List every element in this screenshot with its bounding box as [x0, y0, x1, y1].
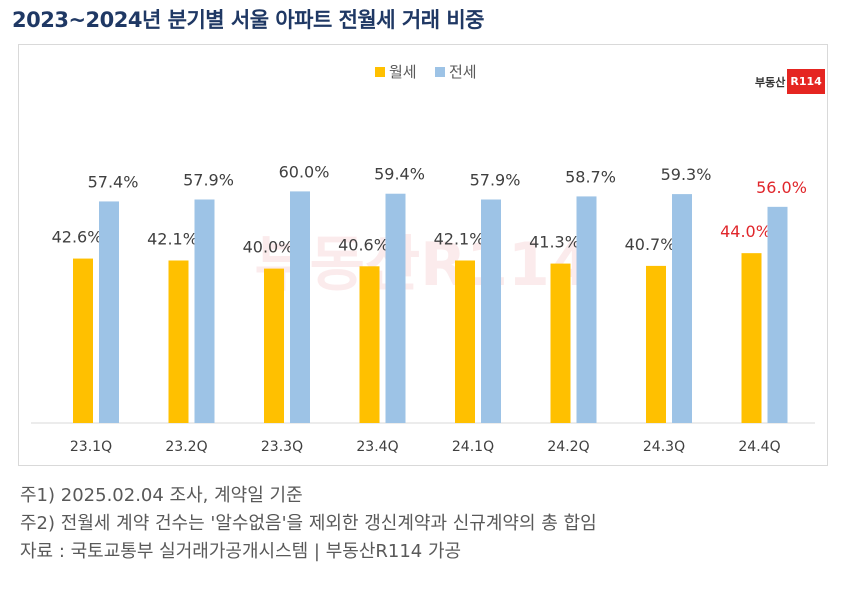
chart-plot: 부동산R114 월세 전세 42.6% 57.4% 23.1Q 42.1% 57.9% 23.2…: [31, 63, 815, 455]
data-label-jeonse-24.1Q: 57.9%: [470, 171, 521, 190]
bar-monthly-23.4Q: [359, 266, 380, 423]
watermark-text: 부동산R114: [254, 230, 591, 300]
legend-label-monthly: 월세: [389, 63, 417, 81]
chart-title: 2023~2024년 분기별 서울 아파트 전월세 거래 비중: [12, 8, 484, 32]
footnote-2: 주2) 전월세 계약 건수는 '알수없음'을 제외한 갱신계약과 신규계약의 총…: [20, 513, 597, 534]
bar-jeonse-23.4Q: [385, 193, 406, 423]
bar-monthly-24.4Q: [741, 253, 762, 423]
x-tick-label-23.3Q: 23.3Q: [261, 439, 303, 455]
data-label-monthly-24.3Q: 40.7%: [625, 235, 676, 254]
bar-jeonse-24.3Q: [672, 194, 692, 423]
data-label-jeonse-23.1Q: 57.4%: [88, 172, 139, 191]
footnote-1: 주1) 2025.02.04 조사, 계약일 기준: [20, 485, 303, 506]
x-tick-label-24.1Q: 24.1Q: [452, 439, 494, 455]
x-tick-label-23.2Q: 23.2Q: [165, 439, 207, 455]
bar-monthly-24.2Q: [550, 263, 571, 423]
legend-label-jeonse: 전세: [449, 63, 477, 81]
bar-jeonse-24.1Q: [481, 199, 501, 423]
brand-logo-text: 부동산: [755, 75, 786, 89]
x-tick-label-24.3Q: 24.3Q: [643, 439, 685, 455]
bar-monthly-23.2Q: [168, 260, 189, 423]
brand-logo-badge: R114: [787, 69, 825, 94]
x-tick-label-23.4Q: 23.4Q: [356, 439, 398, 455]
data-label-monthly-23.1Q: 42.6%: [52, 228, 103, 247]
data-label-jeonse-23.4Q: 59.4%: [374, 165, 425, 184]
footnotes: 주1) 2025.02.04 조사, 계약일 기준 주2) 전월세 계약 건수는…: [20, 482, 597, 566]
chart-panel: 부동산R114 월세 전세 42.6% 57.4% 23.1Q 42.1% 57.9% 23.2…: [18, 44, 828, 466]
data-label-monthly-23.2Q: 42.1%: [147, 229, 198, 248]
data-label-jeonse-24.3Q: 59.3%: [661, 165, 712, 184]
bar-jeonse-23.3Q: [290, 191, 310, 423]
brand-logo: 부동산 R114: [755, 69, 825, 94]
bar-jeonse-23.2Q: [194, 199, 215, 423]
bar-jeonse-24.4Q: [767, 206, 788, 423]
footnote-source: 자료 : 국토교통부 실거래가공개시스템 | 부동산R114 가공: [20, 541, 462, 562]
bar-monthly-23.1Q: [73, 258, 93, 423]
data-label-monthly-23.3Q: 40.0%: [243, 238, 294, 257]
bar-jeonse-24.2Q: [576, 196, 597, 423]
data-label-monthly-24.2Q: 41.3%: [529, 233, 580, 252]
data-label-jeonse-23.2Q: 57.9%: [183, 171, 234, 190]
bar-monthly-24.3Q: [646, 265, 666, 423]
data-label-monthly-24.1Q: 42.1%: [434, 229, 485, 248]
x-tick-label-24.4Q: 24.4Q: [738, 439, 780, 455]
data-label-jeonse-24.2Q: 58.7%: [565, 167, 616, 186]
bar-jeonse-23.1Q: [99, 201, 119, 423]
x-tick-label-24.2Q: 24.2Q: [547, 439, 589, 455]
legend-swatch-monthly: [375, 67, 385, 77]
bar-monthly-23.3Q: [264, 268, 284, 423]
bar-monthly-24.1Q: [455, 260, 475, 423]
x-tick-label-23.1Q: 23.1Q: [70, 439, 112, 455]
data-label-monthly-24.4Q: 44.0%: [720, 222, 771, 241]
data-label-jeonse-23.3Q: 60.0%: [279, 162, 330, 181]
legend-swatch-jeonse: [435, 67, 445, 77]
data-label-jeonse-24.4Q: 56.0%: [756, 178, 807, 197]
data-label-monthly-23.4Q: 40.6%: [338, 235, 389, 254]
